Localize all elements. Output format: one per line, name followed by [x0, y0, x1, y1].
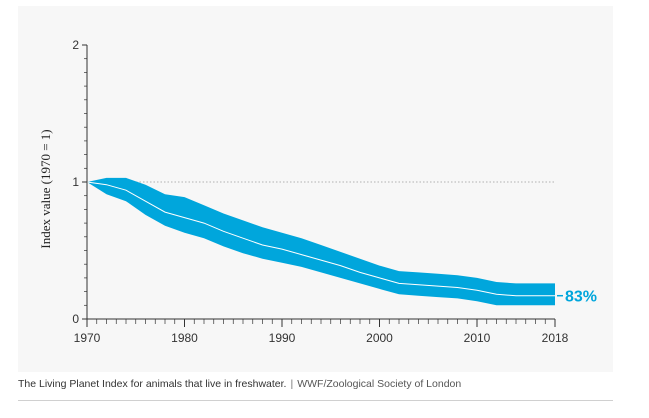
- caption-text: The Living Planet Index for animals that…: [18, 378, 287, 390]
- y-axis-label: Index value (1970 = 1): [38, 129, 53, 248]
- x-tick-label: 2018: [542, 331, 569, 345]
- y-tick-label: 2: [72, 38, 79, 52]
- confidence-band-group: [86, 177, 555, 306]
- living-planet-index-chart: 0 1 2 1970 1980 1990 2000 2010 2018 83% Index va…: [38, 38, 597, 345]
- chart-caption: The Living Planet Index for animals that…: [18, 378, 461, 390]
- y-tick-label: 1: [72, 175, 79, 189]
- x-tick-label: 1980: [171, 331, 198, 345]
- index-line: [86, 181, 555, 297]
- tick-labels: 0 1 2 1970 1980 1990 2000 2010 2018: [72, 38, 568, 345]
- chart-panel: 0 1 2 1970 1980 1990 2000 2010 2018 83% Index va…: [18, 6, 613, 372]
- x-tick-label: 1970: [74, 331, 101, 345]
- divider: [18, 400, 613, 401]
- x-tick-label: 2010: [464, 331, 491, 345]
- end-value-label: 83%: [565, 289, 597, 306]
- x-tick-label: 2000: [366, 331, 393, 345]
- annotations: 83%: [557, 289, 597, 306]
- axes: [82, 44, 556, 327]
- y-tick-label: 0: [72, 312, 79, 326]
- x-tick-label: 1990: [269, 331, 296, 345]
- caption-credit: WWF/Zoological Society of London: [297, 378, 462, 390]
- caption-separator: |: [290, 378, 294, 390]
- confidence-band: [87, 177, 555, 306]
